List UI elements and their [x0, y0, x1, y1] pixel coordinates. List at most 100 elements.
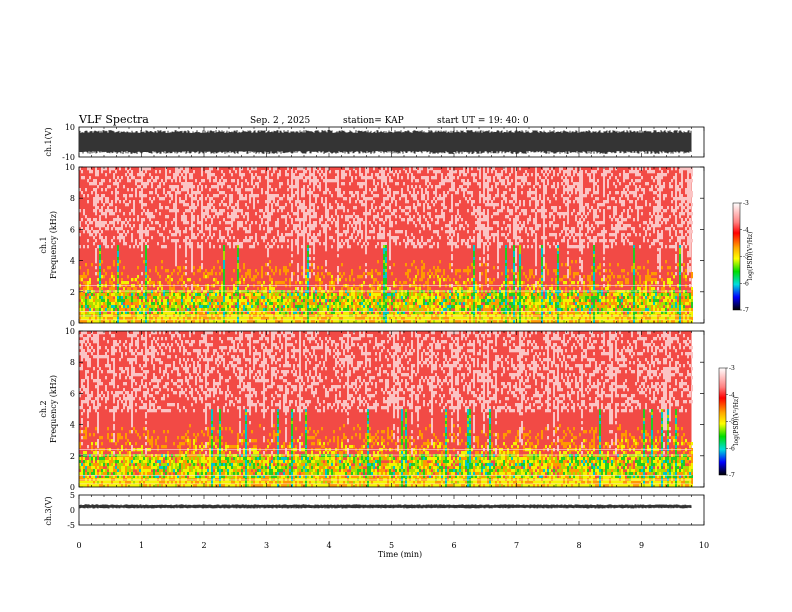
spectrogram-cell [115, 305, 117, 308]
spectrogram-cell [441, 296, 443, 299]
spectrogram-cell [299, 281, 301, 284]
spectrogram-cell [213, 299, 215, 302]
spectrogram-cell [197, 287, 199, 290]
spectrogram-cell [337, 233, 339, 236]
spectrogram-cell [373, 218, 375, 221]
spectrogram-cell [161, 302, 163, 305]
spectrogram-cell [291, 308, 293, 311]
spectrogram-cell [427, 194, 429, 197]
spectrogram-cell [309, 200, 311, 203]
spectrogram-cell [317, 314, 319, 317]
spectrogram-cell [105, 314, 107, 317]
spectrogram-cell [95, 203, 97, 206]
spectrogram-cell [371, 302, 373, 305]
spectrogram-cell [361, 314, 363, 317]
spectrogram-cell [275, 293, 277, 296]
spectrogram-cell [109, 170, 111, 173]
spectrogram-cell [411, 242, 413, 245]
spectrogram-cell [101, 287, 103, 290]
spectrogram-cell [225, 305, 227, 308]
spectrogram-cell [381, 281, 383, 284]
spectrogram-cell [295, 191, 297, 194]
spectrogram-cell [123, 293, 125, 296]
spectrogram-cell [383, 179, 385, 182]
spectrogram-cell [275, 281, 277, 284]
spectrogram-cell [475, 293, 477, 296]
spectrogram-cell [117, 281, 119, 284]
spectrogram-cell [455, 293, 457, 296]
spectrogram-cell [203, 314, 205, 317]
spectrogram-cell [145, 314, 147, 317]
spectrogram-cell [103, 212, 105, 215]
spectrogram-cell [199, 296, 201, 299]
spectrogram-cell [375, 173, 377, 176]
spectrogram-cell [383, 263, 385, 266]
spectrogram-cell [239, 173, 241, 176]
spectrogram-cell [371, 290, 373, 293]
spectrogram-cell [157, 272, 159, 275]
spectrogram-cell [337, 254, 339, 257]
spectrogram-cell [329, 305, 331, 308]
spectrogram-cell [379, 236, 381, 239]
spectrogram-cell [87, 167, 89, 170]
spectrogram-cell [315, 290, 317, 293]
spectrogram-cell [273, 167, 275, 170]
spectrogram-cell [413, 299, 415, 302]
spectrogram-cell [95, 305, 97, 308]
spectrogram-cell [471, 212, 473, 215]
spectrogram-cell [345, 215, 347, 218]
spectrogram-cell [375, 185, 377, 188]
spectrogram-cell [331, 296, 333, 299]
spectrogram-cell [145, 167, 147, 170]
spectrogram-cell [311, 224, 313, 227]
spectrogram-cell [397, 314, 399, 317]
spectrogram-cell [253, 299, 255, 302]
spectrogram-cell [175, 209, 177, 212]
spectrogram-cell [221, 302, 223, 305]
spectrogram-cell [215, 308, 217, 311]
spectrogram-cell [185, 248, 187, 251]
spectrogram-cell [217, 260, 219, 263]
spectrogram-cell [117, 305, 119, 308]
spectrogram-cell [447, 293, 449, 296]
spectrogram-cell [295, 176, 297, 179]
spectrogram-cell [257, 290, 259, 293]
spectrogram-cell [227, 302, 229, 305]
spectrogram-cell [373, 215, 375, 218]
spectrogram-cell [183, 212, 185, 215]
spectrogram-cell [223, 173, 225, 176]
spectrogram-cell [143, 302, 145, 305]
spectrogram-cell [479, 200, 481, 203]
spectrogram-cell [331, 293, 333, 296]
spectrogram-cell [313, 212, 315, 215]
spectrogram-cell [227, 314, 229, 317]
spectrogram-cell [241, 176, 243, 179]
spectrogram-cell [111, 302, 113, 305]
spectrogram-cell [199, 266, 201, 269]
spectrogram-cell [237, 290, 239, 293]
spectrogram-cell [463, 173, 465, 176]
spectrogram-cell [249, 275, 251, 278]
spectrogram-cell [175, 302, 177, 305]
spectrogram-cell [287, 224, 289, 227]
spectrogram-cell [313, 239, 315, 242]
spectrogram-cell [325, 299, 327, 302]
spectrogram-cell [459, 293, 461, 296]
spectrogram-cell [133, 314, 135, 317]
spectrogram-cell [325, 224, 327, 227]
spectrogram-cell [187, 293, 189, 296]
spectrogram-cell [301, 203, 303, 206]
spectrogram-cell [357, 215, 359, 218]
spectrogram-cell [255, 194, 257, 197]
spectrogram-cell [197, 299, 199, 302]
spectrogram-cell [385, 296, 387, 299]
spectrogram-cell [271, 194, 273, 197]
spectrogram-cell [149, 218, 151, 221]
spectrogram-cell [243, 278, 245, 281]
spectrogram-cell [115, 209, 117, 212]
spectrogram-cell [365, 206, 367, 209]
spectrogram-cell [407, 221, 409, 224]
spectrogram-cell [275, 290, 277, 293]
spectrogram-cell [361, 203, 363, 206]
spectrogram-cell [345, 308, 347, 311]
